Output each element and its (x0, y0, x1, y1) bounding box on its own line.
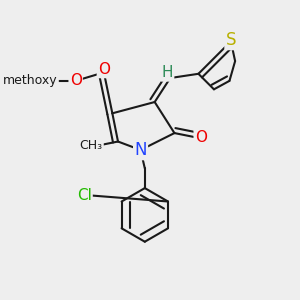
Text: methoxy: methoxy (29, 80, 35, 82)
Text: methoxy: methoxy (3, 74, 58, 87)
Text: N: N (134, 141, 147, 159)
Text: S: S (226, 31, 236, 49)
Text: Cl: Cl (77, 188, 92, 203)
Text: O: O (98, 62, 110, 77)
Text: CH₃: CH₃ (80, 139, 103, 152)
Text: O: O (70, 74, 82, 88)
Text: H: H (162, 65, 173, 80)
Text: O: O (195, 130, 207, 145)
